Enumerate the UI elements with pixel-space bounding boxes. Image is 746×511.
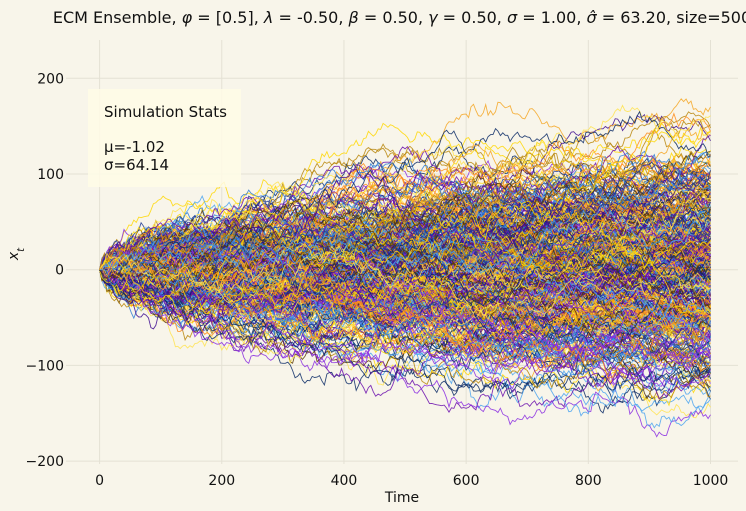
series-line	[99, 238, 711, 299]
series-line	[99, 204, 711, 316]
y-axis-title: xt	[6, 247, 27, 261]
title-param-value: = 63.20,	[597, 8, 677, 27]
title-param-symbol: σ	[507, 8, 518, 27]
y-tick-label: −200	[26, 454, 64, 470]
series-line	[99, 248, 711, 362]
x-tick-label: 800	[575, 473, 602, 489]
series-line	[99, 226, 711, 342]
x-tick-label: 400	[331, 473, 358, 489]
y-axis-title-base: x	[6, 251, 22, 261]
title-param-symbol: σ̂	[586, 8, 597, 27]
series-line	[99, 169, 711, 280]
y-axis-title-sub: t	[16, 247, 27, 252]
series-line	[99, 265, 711, 336]
chart-title: ECM Ensemble, φ = [0.5], λ = -0.50, β = …	[53, 8, 746, 27]
stats-box: Simulation Stats μ=-1.02 σ=64.14	[88, 89, 241, 187]
x-axis-title: Time	[384, 490, 419, 506]
series-line	[99, 252, 711, 321]
title-param-symbol: λ	[263, 8, 273, 27]
series-line	[99, 265, 711, 361]
x-tick-label: 200	[208, 473, 235, 489]
series-line	[99, 225, 711, 307]
series-line	[99, 174, 711, 281]
stats-mean: μ=-1.02	[104, 138, 165, 156]
series-line	[99, 237, 711, 330]
stats-box-background	[88, 89, 241, 187]
stats-title: Simulation Stats	[104, 103, 227, 121]
series-line	[99, 159, 711, 283]
title-param-symbol: β	[348, 8, 359, 27]
series-line	[99, 206, 711, 283]
series-line	[99, 143, 711, 280]
series-group	[99, 98, 711, 438]
title-param-value: = 0.50,	[359, 8, 428, 27]
x-tick-label: 0	[95, 473, 104, 489]
series-line	[99, 257, 711, 314]
x-tick-label: 600	[453, 473, 480, 489]
stats-std: σ=64.14	[104, 156, 169, 174]
y-tick-label: 100	[37, 167, 64, 183]
y-tick-labels: −200 −100 0 100 200	[26, 71, 64, 470]
series-line	[99, 110, 711, 298]
series-line	[99, 239, 711, 349]
series-line	[99, 215, 711, 274]
title-param-value: = 0.50,	[438, 8, 507, 27]
x-tick-label: 1000	[693, 473, 729, 489]
series-line	[99, 201, 711, 286]
series-line	[99, 168, 711, 293]
series-line	[99, 216, 711, 330]
y-tick-label: 0	[55, 263, 64, 279]
x-tick-labels: 0 200 400 600 800 1000	[95, 473, 728, 489]
series-line	[99, 269, 711, 391]
title-param-value: = [0.5],	[192, 8, 264, 27]
series-line	[99, 215, 711, 306]
title-prefix: ECM Ensemble,	[53, 8, 182, 27]
series-line	[99, 250, 711, 316]
series-line	[99, 150, 711, 281]
series-line	[99, 122, 711, 272]
y-tick-label: 200	[37, 71, 64, 87]
series-line	[99, 269, 711, 371]
title-param-symbol: φ	[182, 8, 193, 27]
series-line	[99, 265, 711, 350]
series-line	[99, 237, 711, 372]
y-tick-label: −100	[26, 358, 64, 374]
title-param-symbol: γ	[428, 8, 439, 27]
series-line	[99, 264, 711, 361]
series-line	[99, 163, 711, 283]
series-line	[99, 259, 711, 345]
title-param-value: = 1.00,	[517, 8, 586, 27]
title-size: size=500	[676, 8, 746, 27]
title-param-value: = -0.50,	[273, 8, 348, 27]
series-line	[99, 252, 711, 351]
